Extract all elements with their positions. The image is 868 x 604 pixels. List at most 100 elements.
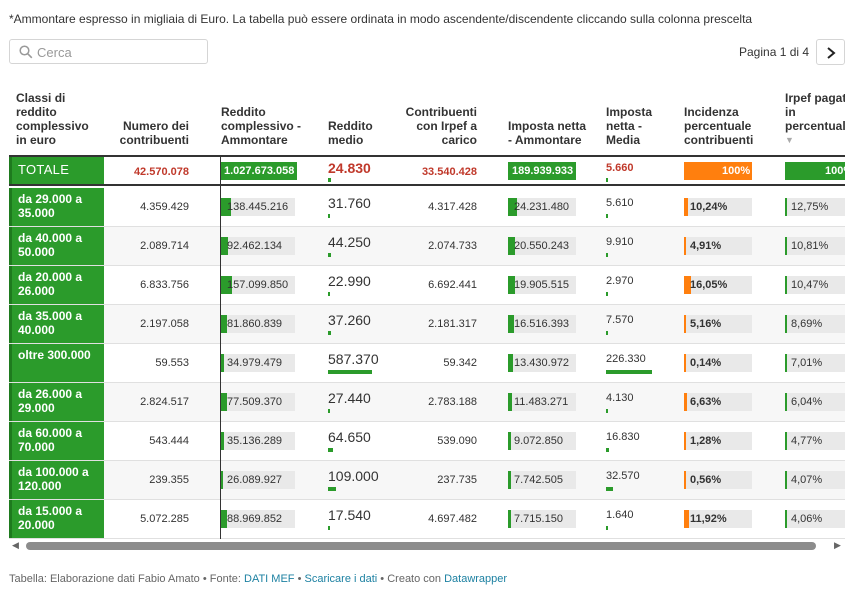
bar-fill: [785, 237, 787, 255]
row-label: da 60.000 a 70.000: [9, 422, 104, 460]
bar-label: 10,47%: [791, 279, 829, 291]
cell-contribuenti-irpef: 6.692.441: [428, 279, 477, 291]
table-header: Classi di reddito complessivo in euro Nu…: [9, 86, 845, 155]
search-input[interactable]: [37, 43, 202, 61]
cell-irpef-percentuale: 8,69%: [785, 315, 845, 333]
row-label-text: da 15.000 a 20.000: [18, 504, 83, 532]
footer: Tabella: Elaborazione dati Fabio Amato •…: [9, 573, 507, 585]
horizontal-scrollbar[interactable]: ◀ ▶: [9, 539, 845, 553]
bar-label: 10,81%: [791, 240, 829, 252]
col-header-incidenza[interactable]: Incidenza percentuale contribuenti: [684, 105, 754, 147]
cell-imposta-ammontare: 19.905.515: [508, 276, 576, 294]
bar-label: 9.072.850: [514, 435, 563, 447]
col-header-imposta-media[interactable]: Imposta netta - Media: [606, 105, 653, 147]
table-row: da 15.000 a 20.000 5.072.285 88.969.852 …: [9, 500, 845, 539]
footer-prefix: Tabella: Elaborazione dati Fabio Amato •…: [9, 573, 244, 585]
bar-label: 24.231.480: [514, 201, 570, 213]
col-header-reddito-ammontare[interactable]: Reddito complessivo - Ammontare: [221, 105, 302, 147]
mini-bar: [606, 214, 608, 218]
mini-bar: [328, 178, 331, 182]
cell-imposta-ammontare: 16.516.393: [508, 315, 576, 333]
bar-label: 7,01%: [791, 357, 823, 369]
bar-fill: [221, 432, 224, 450]
cell-reddito-ammontare: 138.445.216: [221, 198, 295, 216]
cell-imposta-media: 16.830: [606, 431, 640, 443]
table-row: da 100.000 a 120.000 239.355 26.089.927 …: [9, 461, 845, 500]
row-label-stripe: [9, 305, 12, 343]
bar-label: 88.969.852: [227, 513, 283, 525]
col-header-irpef-percentuale[interactable]: Irpef pagata in percentuale ▼: [785, 91, 845, 147]
row-label: da 29.000 a 35.000: [9, 188, 104, 226]
cell-incidenza: 0,14%: [684, 354, 752, 372]
bar-label: 10,24%: [690, 201, 728, 213]
bar-fill: [508, 471, 511, 489]
cell-imposta-media: 5.610: [606, 197, 634, 209]
cell-reddito-ammontare: 92.462.134: [221, 237, 295, 255]
bar-label: 7.742.505: [514, 474, 563, 486]
bar-label: 4,07%: [791, 474, 823, 486]
cell-reddito-ammontare: 81.860.839: [221, 315, 295, 333]
bar-fill: [221, 354, 224, 372]
bar-fill: [684, 198, 688, 216]
cell-reddito-ammontare: 77.509.370: [221, 393, 295, 411]
cell-reddito-ammontare: 34.979.479: [221, 354, 295, 372]
bar-label: 6,63%: [690, 396, 722, 408]
table-row: da 20.000 a 26.000 6.833.756 157.099.850…: [9, 266, 845, 305]
cell-numero: 5.072.285: [140, 513, 189, 525]
datawrapper-link[interactable]: Datawrapper: [444, 573, 508, 585]
table-row: da 35.000 a 40.000 2.197.058 81.860.839 …: [9, 305, 845, 344]
scrollbar-thumb[interactable]: [26, 542, 816, 550]
cell-contribuenti-irpef: 4.697.482: [428, 513, 477, 525]
bar-fill: [221, 237, 228, 255]
scroll-left-icon[interactable]: ◀: [12, 540, 19, 550]
cell-numero: 42.570.078: [133, 166, 189, 178]
search-box[interactable]: [9, 39, 208, 64]
cell-numero: 59.553: [155, 357, 189, 369]
bar-fill: [508, 237, 515, 255]
mini-bar: [328, 487, 336, 491]
download-link[interactable]: Scaricare i dati: [304, 573, 378, 585]
cell-incidenza: 11,92%: [684, 510, 752, 528]
bar-fill: [508, 198, 517, 216]
col-header-imposta-ammontare[interactable]: Imposta netta - Ammontare: [508, 119, 587, 147]
cell-imposta-media: 4.130: [606, 392, 634, 404]
cell-imposta-ammontare: 11.483.271: [508, 393, 576, 411]
row-label: da 35.000 a 40.000: [9, 305, 104, 343]
mini-bar: [606, 526, 608, 530]
col-header-classi[interactable]: Classi di reddito complessivo in euro: [16, 91, 89, 147]
bar-label: 7.715.150: [514, 513, 563, 525]
bar-fill: [684, 276, 691, 294]
cell-contribuenti-irpef: 33.540.428: [421, 166, 477, 178]
next-page-button[interactable]: [816, 39, 845, 65]
col-header-contribuenti-irpef[interactable]: Contribuenti con Irpef a carico: [405, 105, 477, 147]
bar-label: 157.099.850: [227, 279, 289, 291]
cell-contribuenti-irpef: 2.074.733: [428, 240, 477, 252]
cell-numero: 543.444: [149, 435, 189, 447]
bar-label: 100%: [825, 165, 845, 177]
bar-label: 0,14%: [690, 357, 722, 369]
scroll-right-icon[interactable]: ▶: [834, 540, 841, 550]
cell-imposta-media: 32.570: [606, 470, 640, 482]
chevron-right-icon: [827, 47, 836, 59]
bar-fill: [221, 510, 227, 528]
row-label-stripe: [9, 383, 12, 421]
cell-contribuenti-irpef: 2.181.317: [428, 318, 477, 330]
row-label-stripe: [9, 266, 12, 304]
cell-numero: 2.197.058: [140, 318, 189, 330]
cell-numero: 6.833.756: [140, 279, 189, 291]
col-header-reddito-medio[interactable]: Reddito medio: [328, 119, 373, 147]
row-label: oltre 300.000: [9, 344, 104, 382]
cell-reddito-medio: 27.440: [328, 390, 371, 406]
cell-numero: 4.359.429: [140, 201, 189, 213]
bar-label: 77.509.370: [227, 396, 283, 408]
row-label-stripe: [9, 188, 12, 226]
col-header-numero[interactable]: Numero dei contribuenti: [119, 119, 189, 147]
source-link[interactable]: DATI MEF: [244, 573, 295, 585]
mini-bar: [328, 331, 331, 335]
mini-bar: [328, 409, 330, 413]
bar-label: 20.550.243: [514, 240, 570, 252]
bar-fill: [508, 393, 512, 411]
sort-desc-icon: ▼: [785, 135, 794, 145]
row-label-text: da 29.000 a 35.000: [18, 192, 83, 220]
cell-reddito-ammontare: 26.089.927: [221, 471, 295, 489]
